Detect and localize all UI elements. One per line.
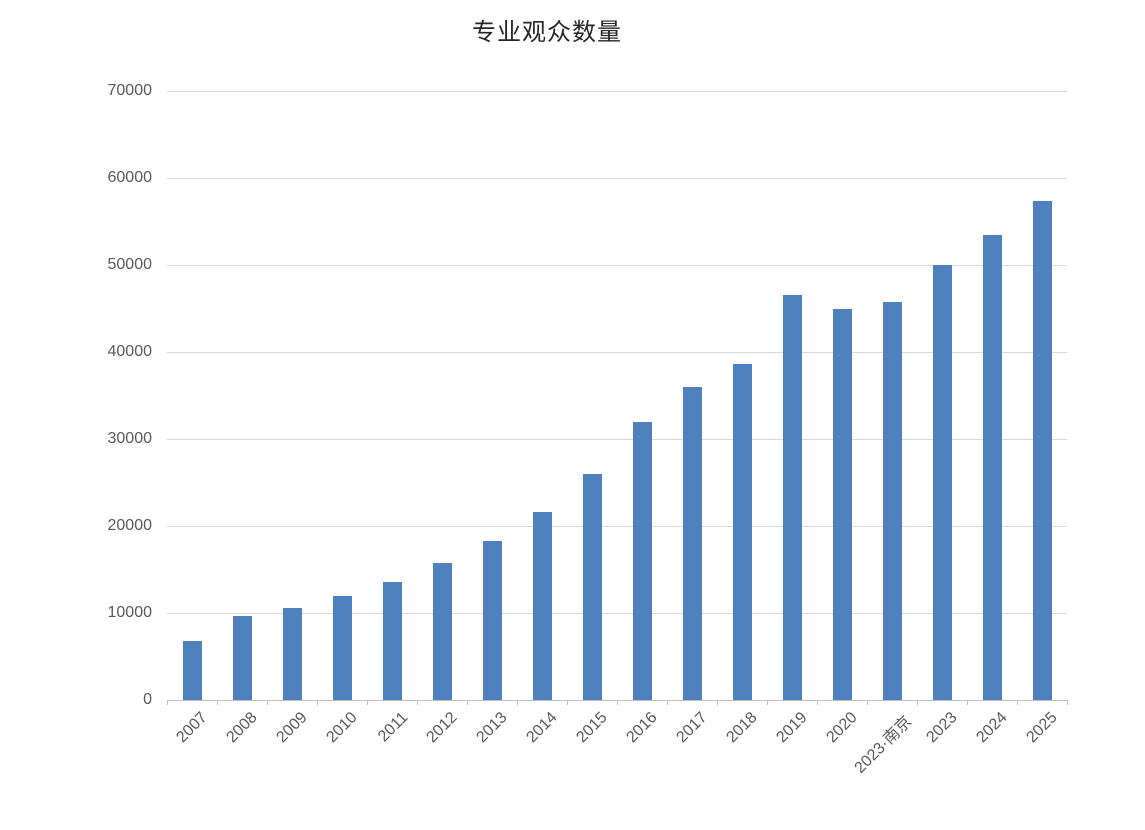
x-axis-tick <box>567 700 568 705</box>
bar-2020 <box>832 308 852 700</box>
x-axis-tick <box>717 700 718 705</box>
x-axis-tick <box>517 700 518 705</box>
y-axis-label-50000: 50000 <box>107 256 153 273</box>
bar-2014 <box>532 512 552 700</box>
x-axis-tick <box>817 700 818 705</box>
bar-2010 <box>332 595 352 700</box>
bar-2023·南京 <box>882 302 902 700</box>
x-axis-tick <box>317 700 318 705</box>
bar-2012 <box>432 563 452 700</box>
y-axis-label-40000: 40000 <box>107 343 153 360</box>
bar-2019 <box>782 294 802 700</box>
x-axis-tick <box>967 700 968 705</box>
bar-2023 <box>932 265 952 700</box>
x-axis-tick <box>167 700 168 705</box>
bar-2008 <box>232 615 252 700</box>
gridline-60000 <box>167 178 1067 179</box>
x-axis-tick <box>217 700 218 705</box>
x-axis-tick <box>667 700 668 705</box>
bar-2016 <box>632 421 652 700</box>
bar-2017 <box>682 386 702 700</box>
gridline-70000 <box>167 91 1067 92</box>
bar-2018 <box>732 364 752 700</box>
bar-2015 <box>582 473 602 700</box>
x-axis-tick <box>867 700 868 705</box>
x-axis-tick <box>617 700 618 705</box>
x-axis-tick <box>267 700 268 705</box>
bar-2011 <box>382 581 402 700</box>
bar-2013 <box>482 540 502 700</box>
x-axis-tick <box>1017 700 1018 705</box>
bar-2024 <box>982 235 1002 700</box>
bar-2025 <box>1032 200 1052 700</box>
x-axis-tick <box>1067 700 1068 705</box>
bar-2007 <box>182 640 202 700</box>
y-axis-label-60000: 60000 <box>107 169 153 186</box>
y-axis-label-70000: 70000 <box>107 82 153 99</box>
x-axis-tick <box>367 700 368 705</box>
bar-2009 <box>282 607 302 700</box>
y-axis-label-30000: 30000 <box>107 430 153 447</box>
x-axis-tick <box>917 700 918 705</box>
chart-title: 专业观众数量 <box>472 19 622 46</box>
y-axis-label-10000: 10000 <box>107 604 153 621</box>
y-axis-label-0: 0 <box>143 691 152 708</box>
x-axis-tick <box>417 700 418 705</box>
x-axis-tick <box>467 700 468 705</box>
y-axis-label-20000: 20000 <box>107 517 153 534</box>
x-axis-tick <box>767 700 768 705</box>
